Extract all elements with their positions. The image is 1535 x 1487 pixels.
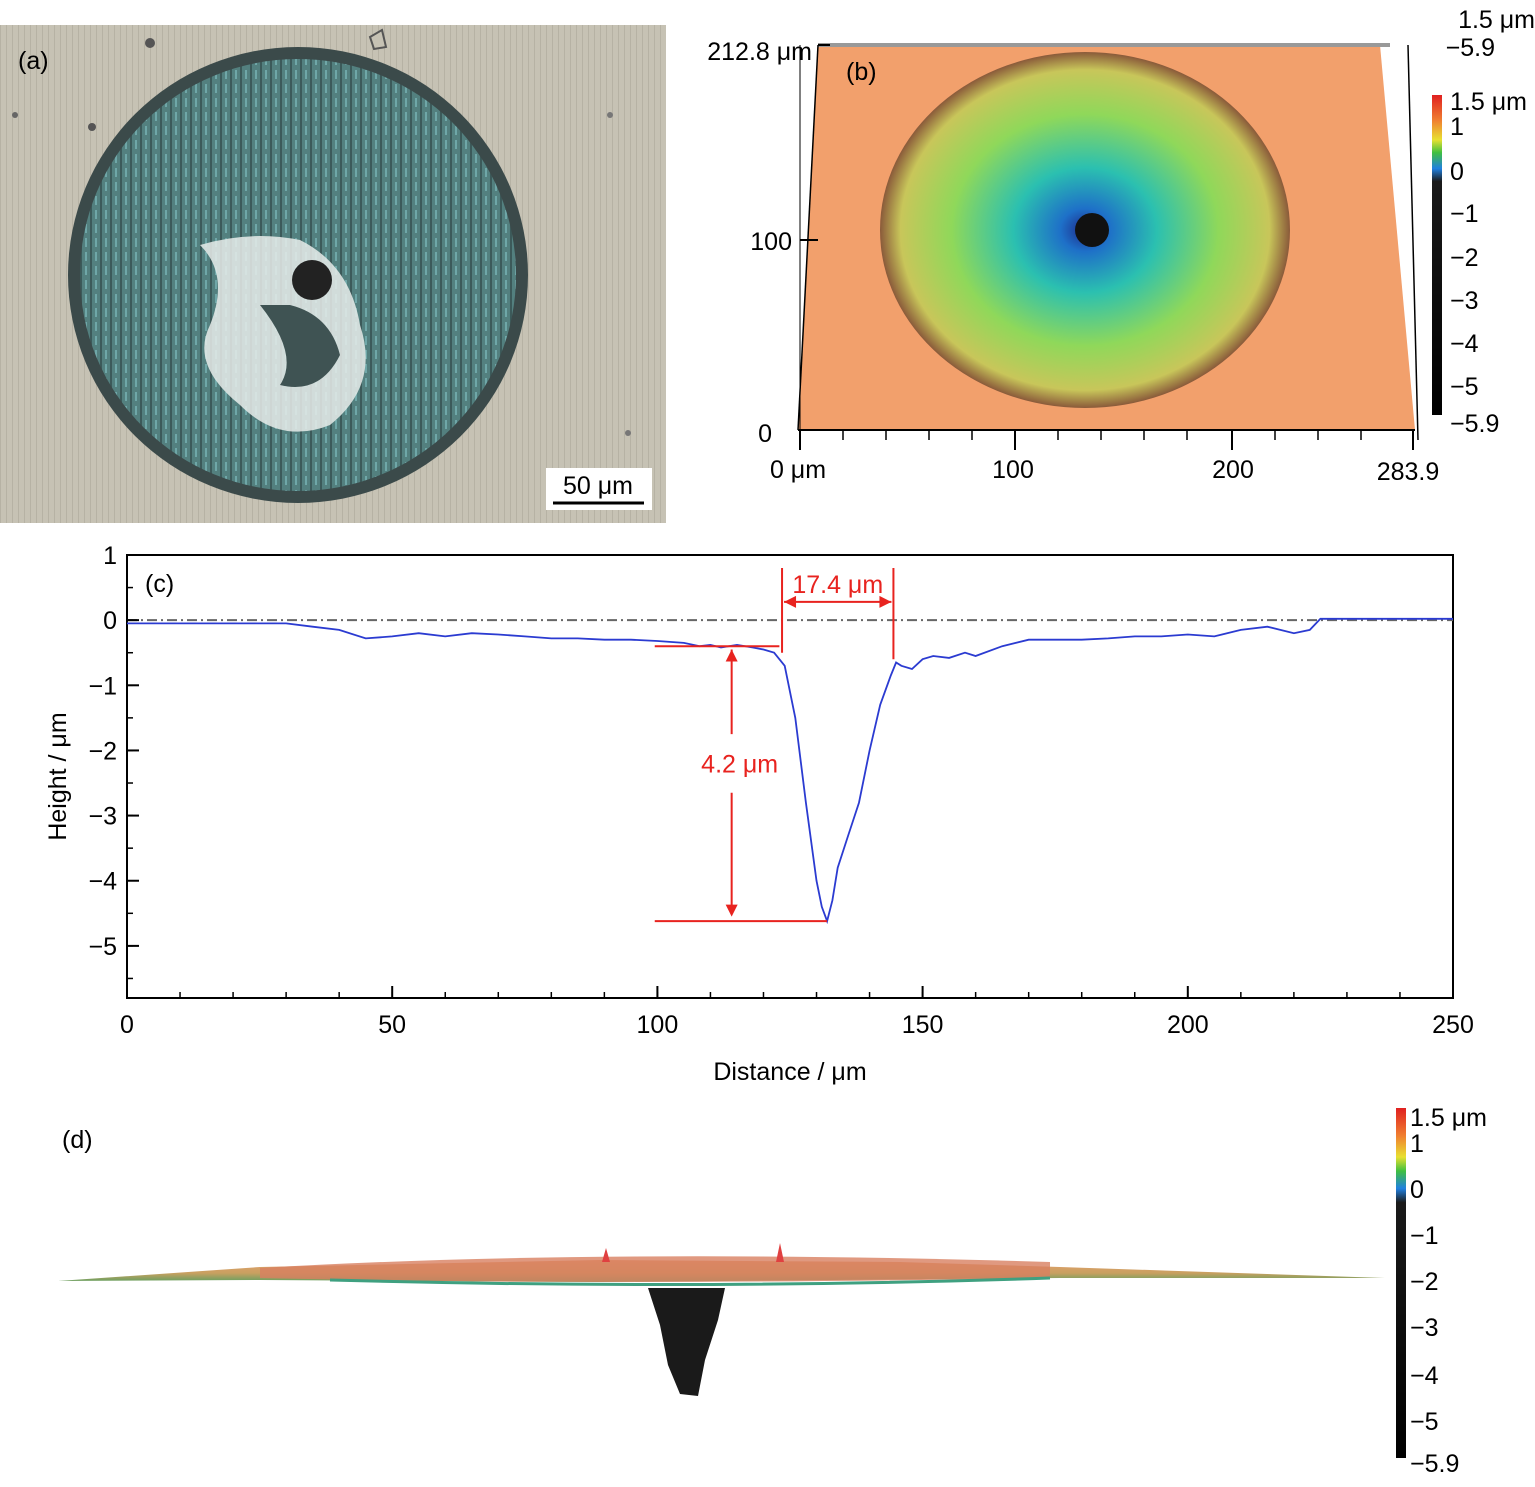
cbar-d-4: −2 [1410,1268,1439,1296]
width-arrowhead-left [784,595,797,608]
cbar-b-7: −5 [1450,373,1479,401]
cbar-b-3: −1 [1450,200,1479,228]
panel-b-ytick-0: 0 [758,420,772,448]
y-tick-label: 0 [103,607,117,635]
depth-annotation-label: 4.2 μm [701,750,778,778]
panel-b-xtick-end: 283.9 [1377,458,1440,486]
panel-b-label: (b) [846,58,877,86]
x-axis-label: Distance / μm [713,1058,866,1086]
panel-b-ytop: 212.8 μm [707,38,812,66]
cbar-b-0: 1.5 μm [1450,88,1527,116]
cbar-b-1: 1 [1450,113,1464,141]
width-annotation-label: 17.4 μm [792,571,883,599]
cbar-b-5: −3 [1450,287,1479,315]
cbar-d-3: −1 [1410,1222,1439,1250]
cbar-b-2: 0 [1450,158,1464,186]
y-tick-label: −2 [88,737,117,765]
width-arrowhead-right [879,595,892,608]
panel-b-xtick-100: 100 [992,456,1034,484]
height-profile-line [127,617,1453,925]
panel-b-xtick-200: 200 [1212,456,1254,484]
cbar-b-8: −5.9 [1450,410,1499,438]
x-tick-label: 200 [1167,1011,1209,1039]
cbar-b-4: −2 [1450,244,1479,272]
y-axis-label: Height / μm [44,712,72,840]
cbar-d-5: −3 [1410,1314,1439,1342]
panel-b-ztop: 1.5 μm [1458,6,1535,34]
x-tick-label: 50 [378,1011,406,1039]
y-tick-label: −3 [88,803,117,831]
x-tick-label: 250 [1432,1011,1474,1039]
y-tick-label: −4 [88,868,117,896]
y-tick-label: 1 [103,542,117,570]
panel-d-label: (d) [62,1126,93,1154]
cbar-d-6: −4 [1410,1362,1439,1390]
x-tick-label: 100 [637,1011,679,1039]
cbar-d-8: −5.9 [1410,1450,1459,1478]
x-tick-label: 150 [902,1011,944,1039]
panel-b: (b) 212.8 μm 100 0 0 μm 100 200 283.9 1.… [680,0,1535,540]
scale-bar-label: 50 μm [563,472,633,500]
panel-b-xtick-0: 0 μm [770,456,826,484]
panel-b-zbottom: −5.9 [1446,34,1495,62]
panel-a-label: (a) [18,47,49,75]
panel-a: (a) 50 μm [0,25,666,523]
cbar-d-2: 0 [1410,1176,1424,1204]
depth-arrowhead-top [725,649,738,662]
panel-c: 0 50 100 150 200 250 1 0 −1 −2 −3 −4 −5 Distance / μm… [0,540,1535,1100]
depth-arrowhead-bottom [725,904,738,917]
cbar-b-6: −4 [1450,330,1479,358]
colorbar-b [1432,95,1442,415]
panel-b-ytick-100: 100 [750,228,792,256]
y-tick-label: −5 [88,933,117,961]
colorbar-d [1396,1108,1406,1458]
panel-d: (d) 1.5 μm 1 0 −1 −2 −3 −4 −5 −5.9 [0,1100,1535,1482]
plot-frame [126,554,1454,999]
cbar-d-0: 1.5 μm [1410,1104,1487,1132]
panel-c-label: (c) [145,570,174,598]
cbar-d-1: 1 [1410,1130,1424,1158]
cbar-d-7: −5 [1410,1408,1439,1436]
micrograph-image: (a) 50 μm [0,25,666,523]
crater-depth [648,1288,725,1396]
y-tick-label: −1 [88,672,117,700]
x-tick-label: 0 [120,1011,134,1039]
profile-chart: 0 50 100 150 200 250 1 0 −1 −2 −3 −4 −5 Distance / μm… [44,542,1474,1086]
